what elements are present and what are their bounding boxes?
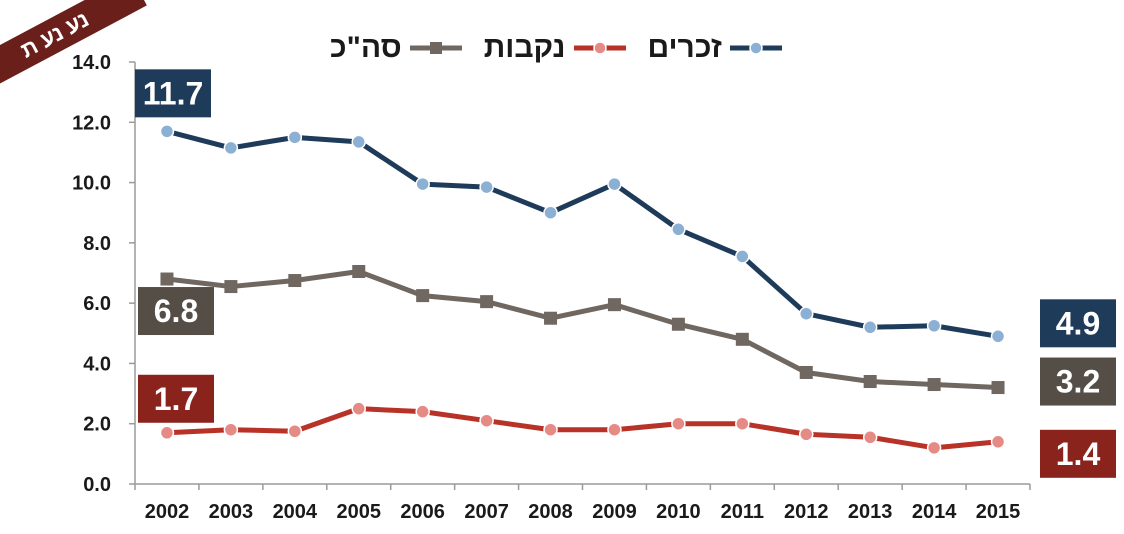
x-tick-label: 2015 — [976, 501, 1021, 523]
point-females — [735, 416, 750, 431]
x-tick-label: 2006 — [400, 501, 445, 523]
legend-swatch-total — [409, 42, 462, 54]
point-males — [862, 320, 878, 335]
point-total — [735, 332, 749, 346]
point-total — [160, 272, 174, 286]
point-males — [159, 124, 175, 139]
value-box-end-females — [1040, 429, 1116, 478]
point-males — [543, 205, 558, 220]
legend-label-females: נקבות — [483, 31, 566, 64]
legend-item-total: סה"כ — [330, 31, 462, 65]
value-box-start-females — [138, 374, 214, 423]
point-males — [287, 130, 303, 145]
point-females — [287, 424, 303, 439]
y-tick-label: 6.0 — [83, 293, 111, 315]
value-box-end-total — [1040, 357, 1116, 406]
chart-legend: סה"כ נקבות זכרים — [330, 26, 782, 70]
legend-label-males: זכרים — [647, 31, 722, 64]
series-line-males — [166, 128, 999, 339]
legend-swatch-females — [573, 41, 626, 55]
point-total — [224, 280, 238, 294]
point-females — [926, 440, 942, 456]
x-tick-label: 2010 — [656, 501, 701, 523]
data-label-start-females: 1.7 — [154, 381, 198, 417]
point-males — [990, 329, 1006, 344]
x-tick-label: 2004 — [273, 501, 318, 523]
legend-label-total: סה"כ — [330, 31, 402, 64]
point-total — [544, 311, 558, 325]
point-females — [479, 413, 494, 428]
legend-item-females: נקבות — [484, 31, 626, 65]
data-label-end-females: 1.4 — [1056, 436, 1101, 472]
y-tick-label: 0.0 — [83, 474, 111, 496]
y-tick-label: 4.0 — [83, 353, 111, 375]
x-tick-label: 2011 — [721, 501, 764, 523]
point-females — [351, 401, 366, 416]
y-tick-label: 2.0 — [83, 414, 111, 436]
point-males — [607, 176, 622, 192]
x-tick-label: 2002 — [145, 501, 190, 523]
point-total — [480, 295, 494, 309]
series-line-females — [166, 406, 999, 451]
y-tick-label: 14.0 — [72, 52, 111, 74]
point-total — [352, 264, 366, 278]
point-females — [862, 430, 878, 445]
x-tick-label: 2009 — [592, 501, 637, 523]
point-females — [543, 422, 558, 437]
x-tick-label: 2012 — [784, 501, 829, 523]
x-tick-label: 2013 — [848, 501, 893, 523]
point-total — [671, 317, 685, 331]
x-tick-label: 2005 — [337, 501, 382, 523]
point-males — [671, 222, 686, 237]
point-males — [926, 318, 942, 333]
value-box-start-total — [138, 287, 214, 336]
legend-swatch-males — [729, 41, 782, 55]
point-males — [351, 134, 366, 150]
point-males — [223, 140, 239, 156]
point-females — [415, 404, 430, 419]
point-total — [863, 375, 877, 389]
data-label-start-males: 11.7 — [143, 75, 204, 111]
x-tick-label: 2008 — [528, 501, 573, 523]
x-tick-label: 2007 — [464, 501, 509, 523]
point-total — [799, 365, 813, 379]
y-tick-label: 10.0 — [72, 173, 111, 195]
point-males — [415, 176, 430, 192]
value-box-end-males — [1040, 299, 1116, 348]
point-females — [159, 425, 175, 441]
point-females — [671, 416, 686, 431]
x-tick-label: 2003 — [209, 501, 254, 523]
point-total — [927, 378, 941, 392]
data-label-end-males: 4.9 — [1056, 305, 1100, 341]
y-tick-label: 8.0 — [83, 233, 111, 255]
point-females — [799, 427, 814, 442]
point-total — [416, 289, 430, 303]
y-tick-label: 12.0 — [72, 112, 111, 134]
series-line-total — [166, 268, 999, 391]
point-males — [735, 249, 750, 264]
point-males — [479, 179, 494, 195]
data-label-end-total: 3.2 — [1056, 364, 1100, 400]
point-total — [991, 381, 1005, 395]
point-total — [288, 274, 302, 288]
point-females — [607, 422, 622, 437]
point-females — [223, 422, 239, 437]
point-males — [799, 306, 814, 321]
point-females — [990, 434, 1006, 450]
data-label-start-total: 6.8 — [154, 293, 198, 329]
point-total — [607, 298, 621, 312]
x-tick-label: 2014 — [912, 501, 957, 523]
legend-item-males: זכרים — [648, 31, 782, 65]
value-box-start-males — [135, 69, 211, 118]
